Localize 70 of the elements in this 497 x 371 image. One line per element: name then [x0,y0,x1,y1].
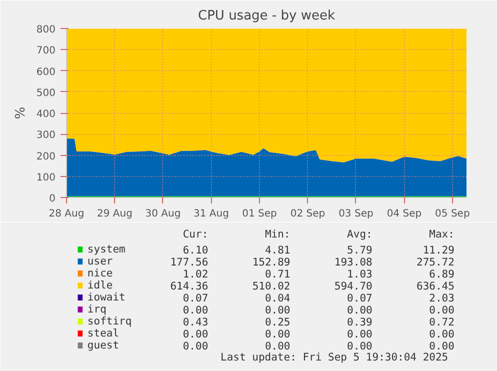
x-tick-label: 31 Aug [194,208,229,220]
text: 0.43 [182,316,208,328]
x-tick-label: 28 Aug [48,208,84,220]
text: 614.36 [170,280,208,292]
legend-label: system [87,244,126,256]
x-tick-label: 03 Sep [338,208,374,220]
text: 0.00 [347,328,372,340]
text: 0.00 [429,304,454,316]
chart-title: CPU usage - by week [198,8,336,24]
text: 0.00 [264,340,290,352]
y-axis-title: % [13,106,28,120]
text: 0.71 [264,268,290,280]
text: 0.00 [429,340,454,352]
text: 0.00 [182,340,208,352]
text: Max: [429,228,454,240]
text: 2.03 [429,292,454,304]
text: 0.72 [429,316,454,328]
text: Cur: [182,228,208,240]
x-tick-label: 30 Aug [145,208,181,220]
x-tick-label: 05 Sep [435,208,470,220]
text: 0.00 [264,304,290,316]
text: Last update: Fri Sep 5 19:30:04 2025 [220,352,448,364]
y-tick-label: 200 [36,151,56,162]
y-tick-label: 400 [36,109,56,120]
text: 1.03 [347,268,372,280]
y-tick-label: 700 [36,46,56,57]
legend-label: iowait [87,292,126,304]
text: 1.02 [182,268,208,280]
text: 4.81 [264,244,290,256]
y-tick-label: 500 [36,88,56,99]
text: 5.79 [347,244,372,256]
legend-label: idle [87,280,113,292]
text: 177.56 [170,256,208,268]
text: 0.07 [182,292,208,304]
legend-label: irq [87,304,106,316]
legend-label: steal [87,328,120,340]
y-tick-label: 0 [49,194,56,204]
legend-label: user [87,256,113,268]
text: 0.04 [264,292,290,304]
text: 0.00 [182,304,208,316]
y-tick-label: 600 [36,66,56,78]
text: Avg: [347,228,372,240]
y-tick-label: 100 [36,172,56,184]
text: 0.25 [264,316,290,328]
text: 11.29 [422,244,454,256]
text: 0.00 [347,304,372,316]
y-tick-label: 300 [36,130,56,142]
text: 594.70 [334,280,372,292]
text: 193.08 [334,256,372,268]
text: 0.00 [429,328,454,340]
text: 510.02 [252,280,290,292]
x-tick-label: 04 Sep [386,208,422,220]
text: 0.00 [347,340,372,352]
text: 0.00 [264,328,290,340]
x-tick-label: 29 Aug [97,208,132,220]
text: 152.89 [252,256,290,268]
text: 0.00 [182,328,208,340]
legend-label: guest [87,340,120,352]
legend-label: softirq [87,316,132,328]
text: 6.10 [182,244,208,256]
legend-label: nice [87,268,113,280]
text: 275.72 [416,256,454,268]
x-tick-label: 02 Sep [290,208,326,220]
text: 0.07 [347,292,372,304]
text: Min: [264,228,290,240]
x-tick-label: 01 Sep [242,208,277,220]
text: 6.89 [429,268,454,280]
y-tick-label: 800 [36,24,56,36]
text: 636.45 [416,280,454,292]
text: 0.39 [347,316,372,328]
